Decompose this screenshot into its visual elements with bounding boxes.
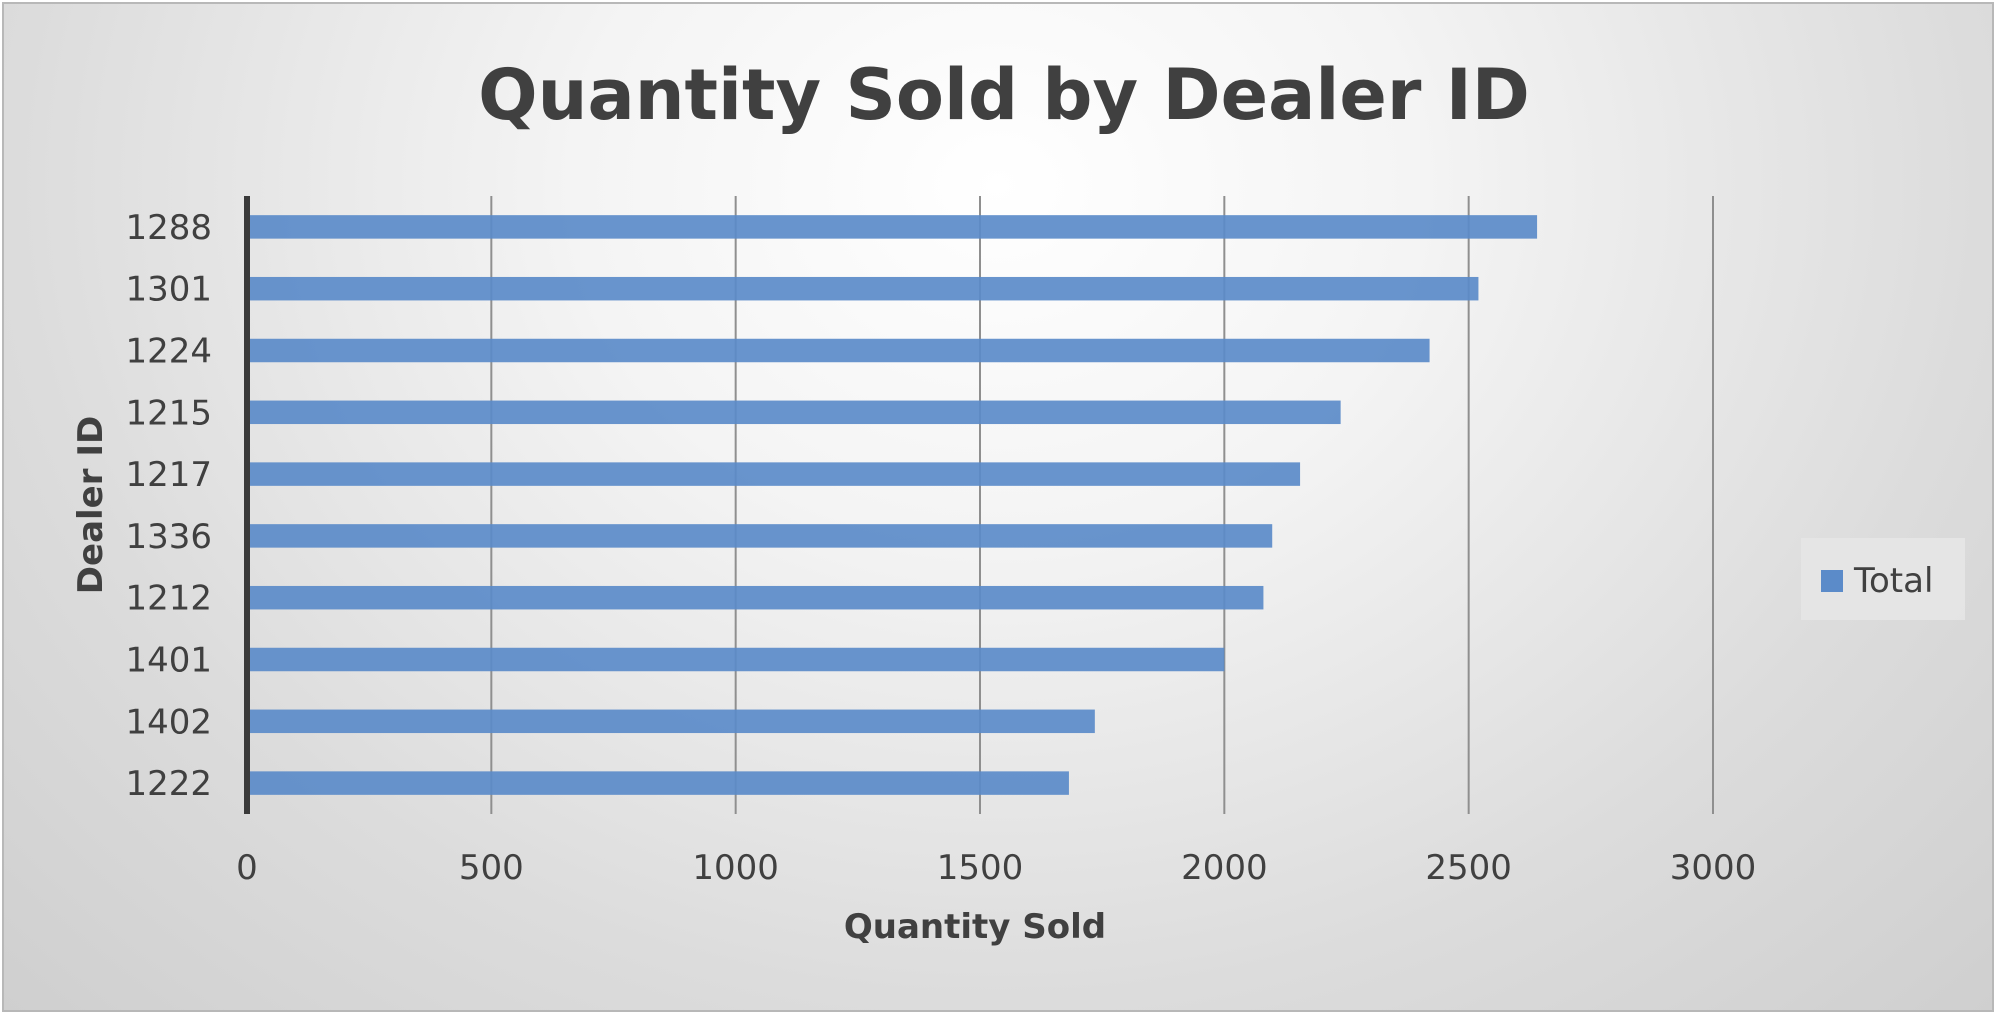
bar-1336 (247, 524, 1273, 548)
x-tick-label: 0 (236, 848, 258, 888)
y-axis-tick-labels: 1288 1301 1224 1215 1217 1336 1212 1401 1402 1222 (125, 208, 212, 804)
y-tick-label: 1215 (125, 393, 212, 433)
x-tick-label: 3000 (1670, 848, 1757, 888)
x-tick-label: 1000 (692, 848, 779, 888)
x-tick-label: 1500 (937, 848, 1024, 888)
legend-swatch (1821, 570, 1843, 592)
chart-svg: Quantity Sold by Dealer ID 1288130112241… (71, 54, 1965, 947)
bar-1215 (247, 400, 1341, 425)
bar-1401 (247, 647, 1225, 672)
legend: Total (1801, 538, 1965, 620)
y-tick-label: 1301 (125, 270, 212, 310)
y-tick-label: 1217 (125, 455, 212, 495)
y-axis-title: Dealer ID (71, 416, 111, 594)
x-axis-tick-labels: 0 500 1000 1500 2000 2500 3000 (236, 848, 1756, 888)
chart-title: Quantity Sold by Dealer ID (478, 54, 1530, 136)
y-tick-label: 1401 (125, 641, 212, 681)
x-tick-label: 500 (459, 848, 524, 888)
y-tick-label: 1288 (125, 208, 212, 248)
bar-1288 (247, 215, 1538, 239)
bar-1217 (247, 462, 1301, 486)
x-tick-label: 2500 (1425, 848, 1512, 888)
y-tick-label: 1336 (125, 517, 212, 557)
y-tick-label: 1222 (125, 764, 212, 804)
bar-1224 (247, 338, 1430, 363)
y-tick-label: 1212 (125, 579, 212, 619)
bar-1301 (247, 276, 1479, 301)
bar-series-total (247, 215, 1538, 795)
bar-1402 (247, 709, 1095, 734)
legend-label-total: Total (1853, 561, 1933, 601)
bar-1222 (247, 771, 1069, 795)
y-tick-label: 1402 (125, 702, 212, 742)
bar-1212 (247, 585, 1264, 610)
x-tick-label: 2000 (1181, 848, 1268, 888)
x-axis-title: Quantity Sold (844, 907, 1106, 947)
y-tick-label: 1224 (125, 332, 212, 372)
